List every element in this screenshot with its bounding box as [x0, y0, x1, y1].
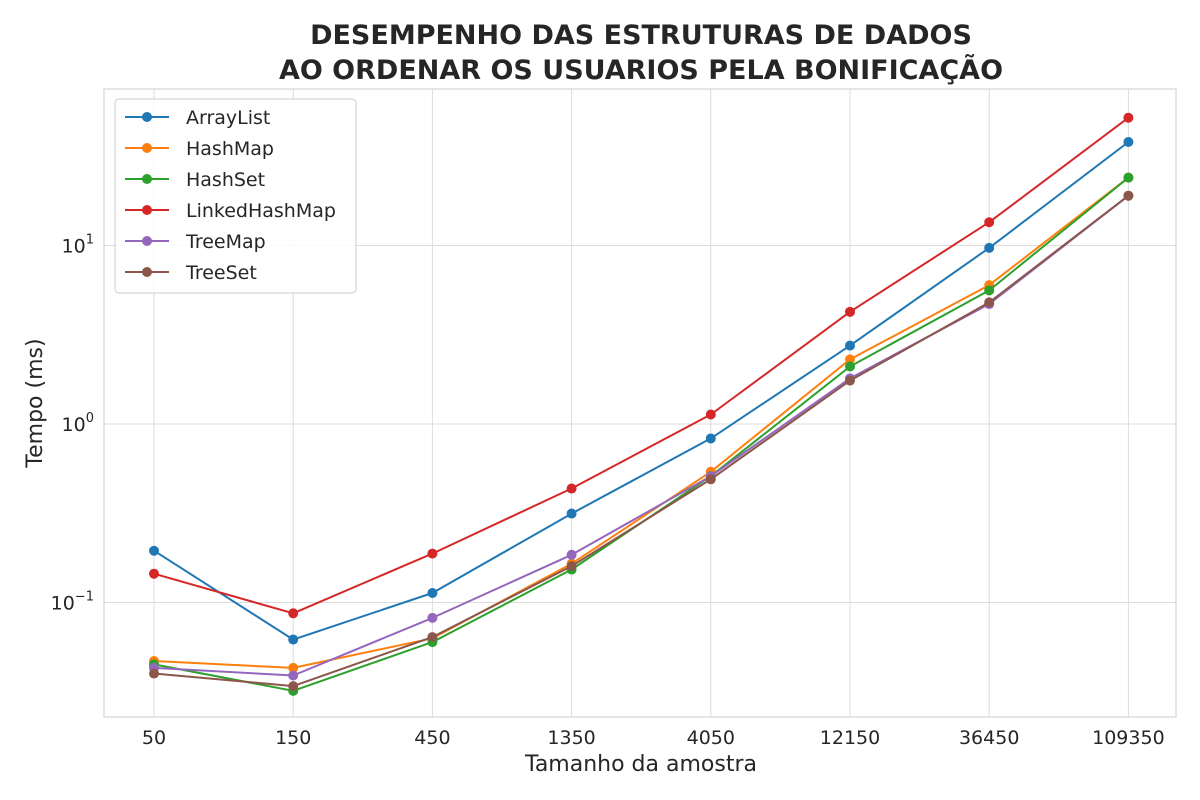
- data-point: [984, 242, 995, 253]
- data-point: [984, 285, 995, 296]
- x-tick-label: 36450: [959, 727, 1019, 749]
- legend-swatch-marker: [142, 143, 152, 153]
- legend-label: LinkedHashMap: [186, 200, 336, 222]
- legend: ArrayList HashMap HashSet LinkedHashMap Tree…: [114, 98, 357, 294]
- series-arraylist: [149, 137, 1134, 645]
- legend-entry: TreeSet: [125, 262, 257, 284]
- series-line: [153, 176, 1130, 669]
- x-tick-label: 4050: [687, 727, 735, 749]
- data-point: [149, 668, 159, 679]
- data-point: [288, 662, 299, 673]
- legend-entry: HashMap: [125, 138, 274, 160]
- x-tick-label: 1350: [547, 727, 595, 749]
- data-point: [845, 375, 855, 386]
- series-treeset: [149, 190, 1134, 692]
- y-axis-label: Tempo (ms): [23, 338, 48, 468]
- data-point: [705, 474, 716, 485]
- x-tick-label: 50: [142, 727, 166, 749]
- x-tick-label: 150: [275, 727, 311, 749]
- data-point: [1123, 112, 1134, 123]
- data-point: [1123, 190, 1134, 201]
- series-line: [153, 141, 1130, 641]
- legend-swatch-marker: [142, 267, 152, 277]
- legend-swatch-marker: [142, 205, 152, 215]
- chart-title-line-2: AO ORDENAR OS USUARIOS PELA BONIFICAÇÃO: [279, 54, 1003, 86]
- legend-entry: TreeMap: [125, 231, 266, 253]
- y-tick-labels: 10−1 100 101: [51, 233, 94, 615]
- x-tick-label: 109350: [1092, 727, 1165, 749]
- data-point: [566, 549, 577, 560]
- legend-label: HashSet: [186, 169, 265, 191]
- data-point: [984, 297, 995, 308]
- x-tick-labels: 50 150 450 1350 4050 12150 36450 109350: [142, 727, 1165, 749]
- series-linkedhashmap: [149, 112, 1134, 619]
- data-point: [845, 306, 855, 317]
- legend-entry: LinkedHashMap: [125, 200, 336, 222]
- data-point: [149, 568, 159, 579]
- data-point: [705, 433, 716, 444]
- data-point: [845, 354, 855, 365]
- x-tick-label: 12150: [820, 727, 880, 749]
- series-layer: [149, 112, 1134, 696]
- x-tick-label: 450: [414, 727, 450, 749]
- data-point: [149, 545, 159, 556]
- legend-entry: ArrayList: [125, 107, 270, 129]
- data-point: [984, 217, 995, 228]
- series-line: [153, 116, 1130, 615]
- data-point: [845, 361, 855, 372]
- y-tick-label: 100: [62, 411, 94, 436]
- x-axis-label: Tamanho da amostra: [524, 752, 757, 777]
- data-point: [566, 483, 577, 494]
- data-point: [566, 508, 577, 519]
- data-point: [705, 409, 716, 420]
- chart-title-line-1: DESEMPENHO DAS ESTRUTURAS DE DADOS: [310, 20, 972, 51]
- legend-entry: HashSet: [125, 169, 265, 191]
- data-point: [427, 612, 438, 623]
- legend-swatch-marker: [142, 174, 152, 184]
- legend-label: ArrayList: [186, 107, 270, 129]
- legend-swatch-marker: [142, 112, 152, 122]
- data-point: [566, 561, 577, 572]
- legend-swatch-marker: [142, 236, 152, 246]
- data-point: [427, 548, 438, 559]
- legend-label: TreeSet: [185, 262, 257, 284]
- legend-frame: [114, 98, 357, 294]
- data-point: [288, 670, 299, 681]
- data-point: [427, 632, 438, 643]
- y-tick-label: 10−1: [51, 590, 94, 615]
- data-point: [288, 681, 299, 692]
- legend-label: HashMap: [186, 138, 274, 160]
- data-point: [845, 340, 855, 351]
- data-point: [427, 588, 438, 599]
- data-point: [1123, 137, 1134, 148]
- y-tick-label: 101: [62, 233, 94, 258]
- data-point: [288, 634, 299, 645]
- data-point: [1123, 172, 1134, 183]
- legend-label: TreeMap: [185, 231, 266, 253]
- series-line: [153, 194, 1130, 688]
- data-point: [288, 608, 299, 619]
- plot-area: [103, 88, 1177, 718]
